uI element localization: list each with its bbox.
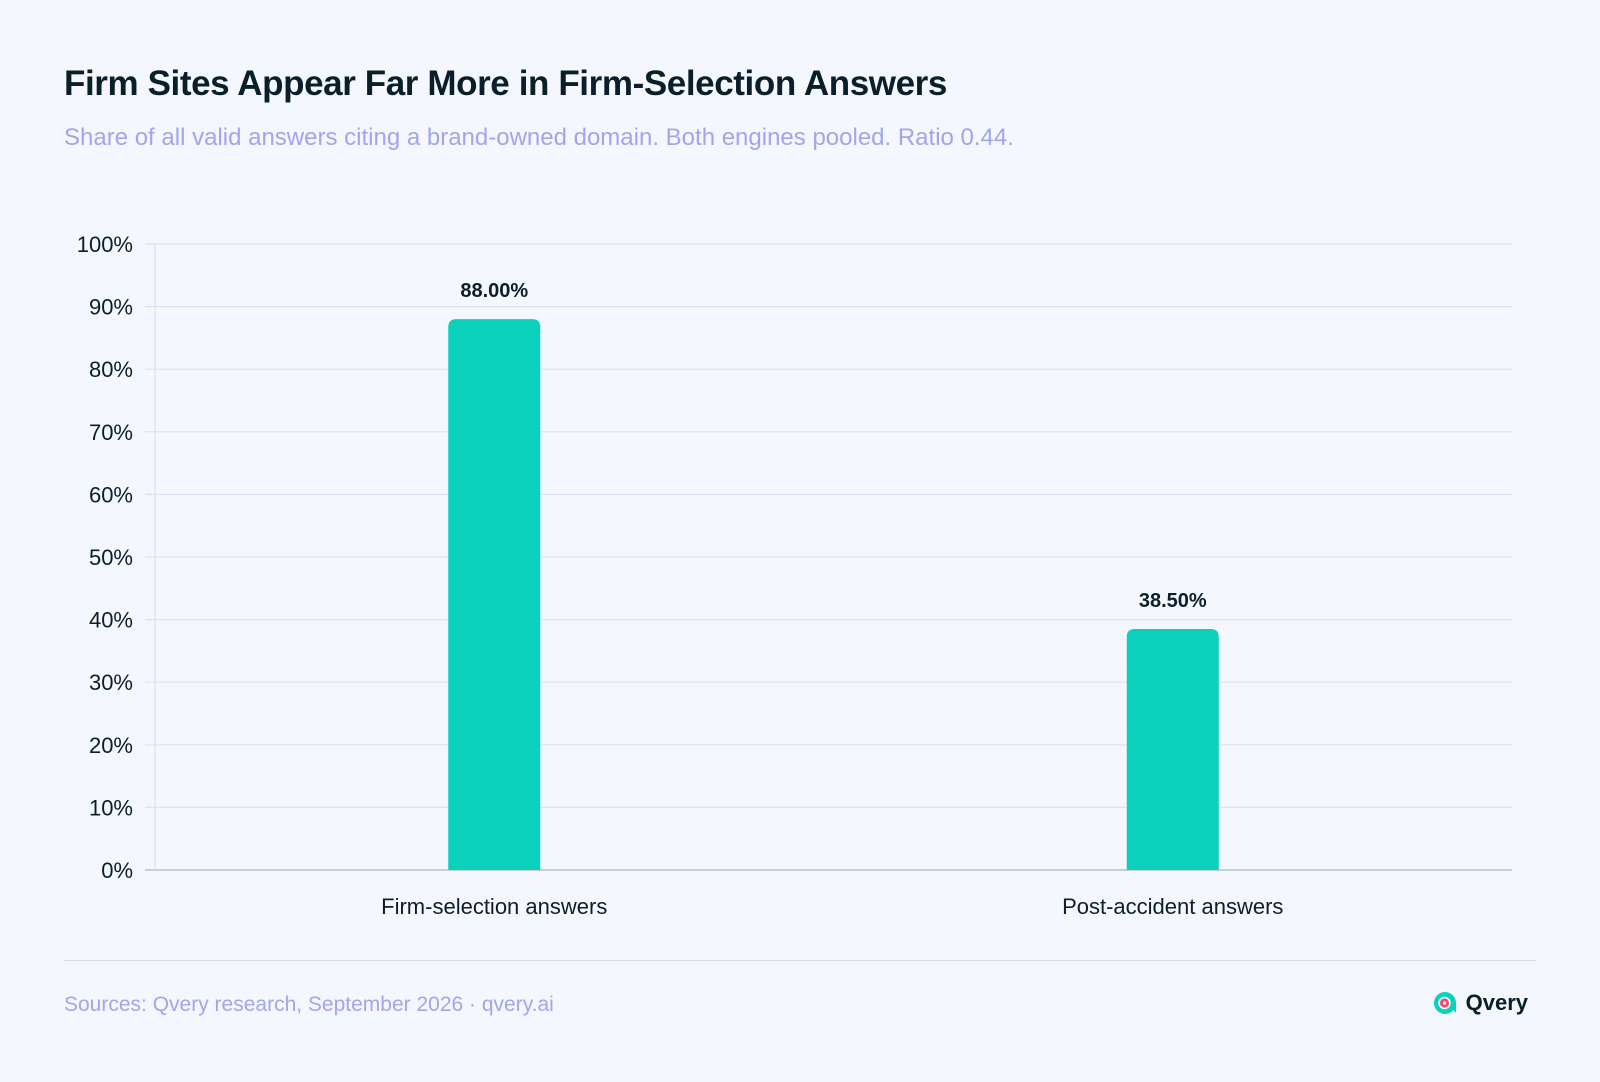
chart-title: Firm Sites Appear Far More in Firm-Selec… [64,64,947,103]
y-axis-ticks: 0% 10% 20% 30% 40% 50% 60% 70% 80% 90% 100% [77,232,133,883]
y-tick-label: 40% [89,608,133,633]
qvery-logo-icon [1433,992,1456,1014]
sources-note: Sources: Qvery research, September 2026 … [64,993,554,1016]
bar-value-label: 38.50% [1139,590,1207,612]
data-labels: 88.00% 38.50% [460,280,1207,612]
x-tick-label: Post-accident answers [1062,894,1283,919]
brand-mark[interactable]: Qvery [1432,990,1528,1016]
bar-chart: 0% 10% 20% 30% 40% 50% 60% 70% 80% 90% 100% 88.00%… [77,232,1512,919]
y-tick-label: 50% [89,545,133,570]
y-tick-label: 90% [89,295,133,320]
y-tick-label: 100% [77,232,133,257]
bar [1126,628,1219,870]
y-tick-label: 80% [89,357,133,382]
brand-name: Qvery [1465,990,1528,1015]
bars [448,319,1219,870]
y-tick-label: 70% [89,420,133,445]
gridlines [145,243,1512,871]
chart-subtitle: Share of all valid answers citing a bran… [64,124,1014,151]
y-tick-label: 30% [89,670,133,695]
x-axis-ticks: Firm-selection answers Post-accident answ… [381,894,1283,919]
y-tick-label: 10% [89,795,133,820]
bar-value-label: 88.00% [460,280,528,302]
y-tick-label: 0% [101,858,133,883]
footer-divider [64,960,1536,961]
y-tick-label: 20% [89,733,133,758]
y-tick-label: 60% [89,482,133,507]
x-tick-label: Firm-selection answers [381,894,607,919]
bar [448,319,541,870]
